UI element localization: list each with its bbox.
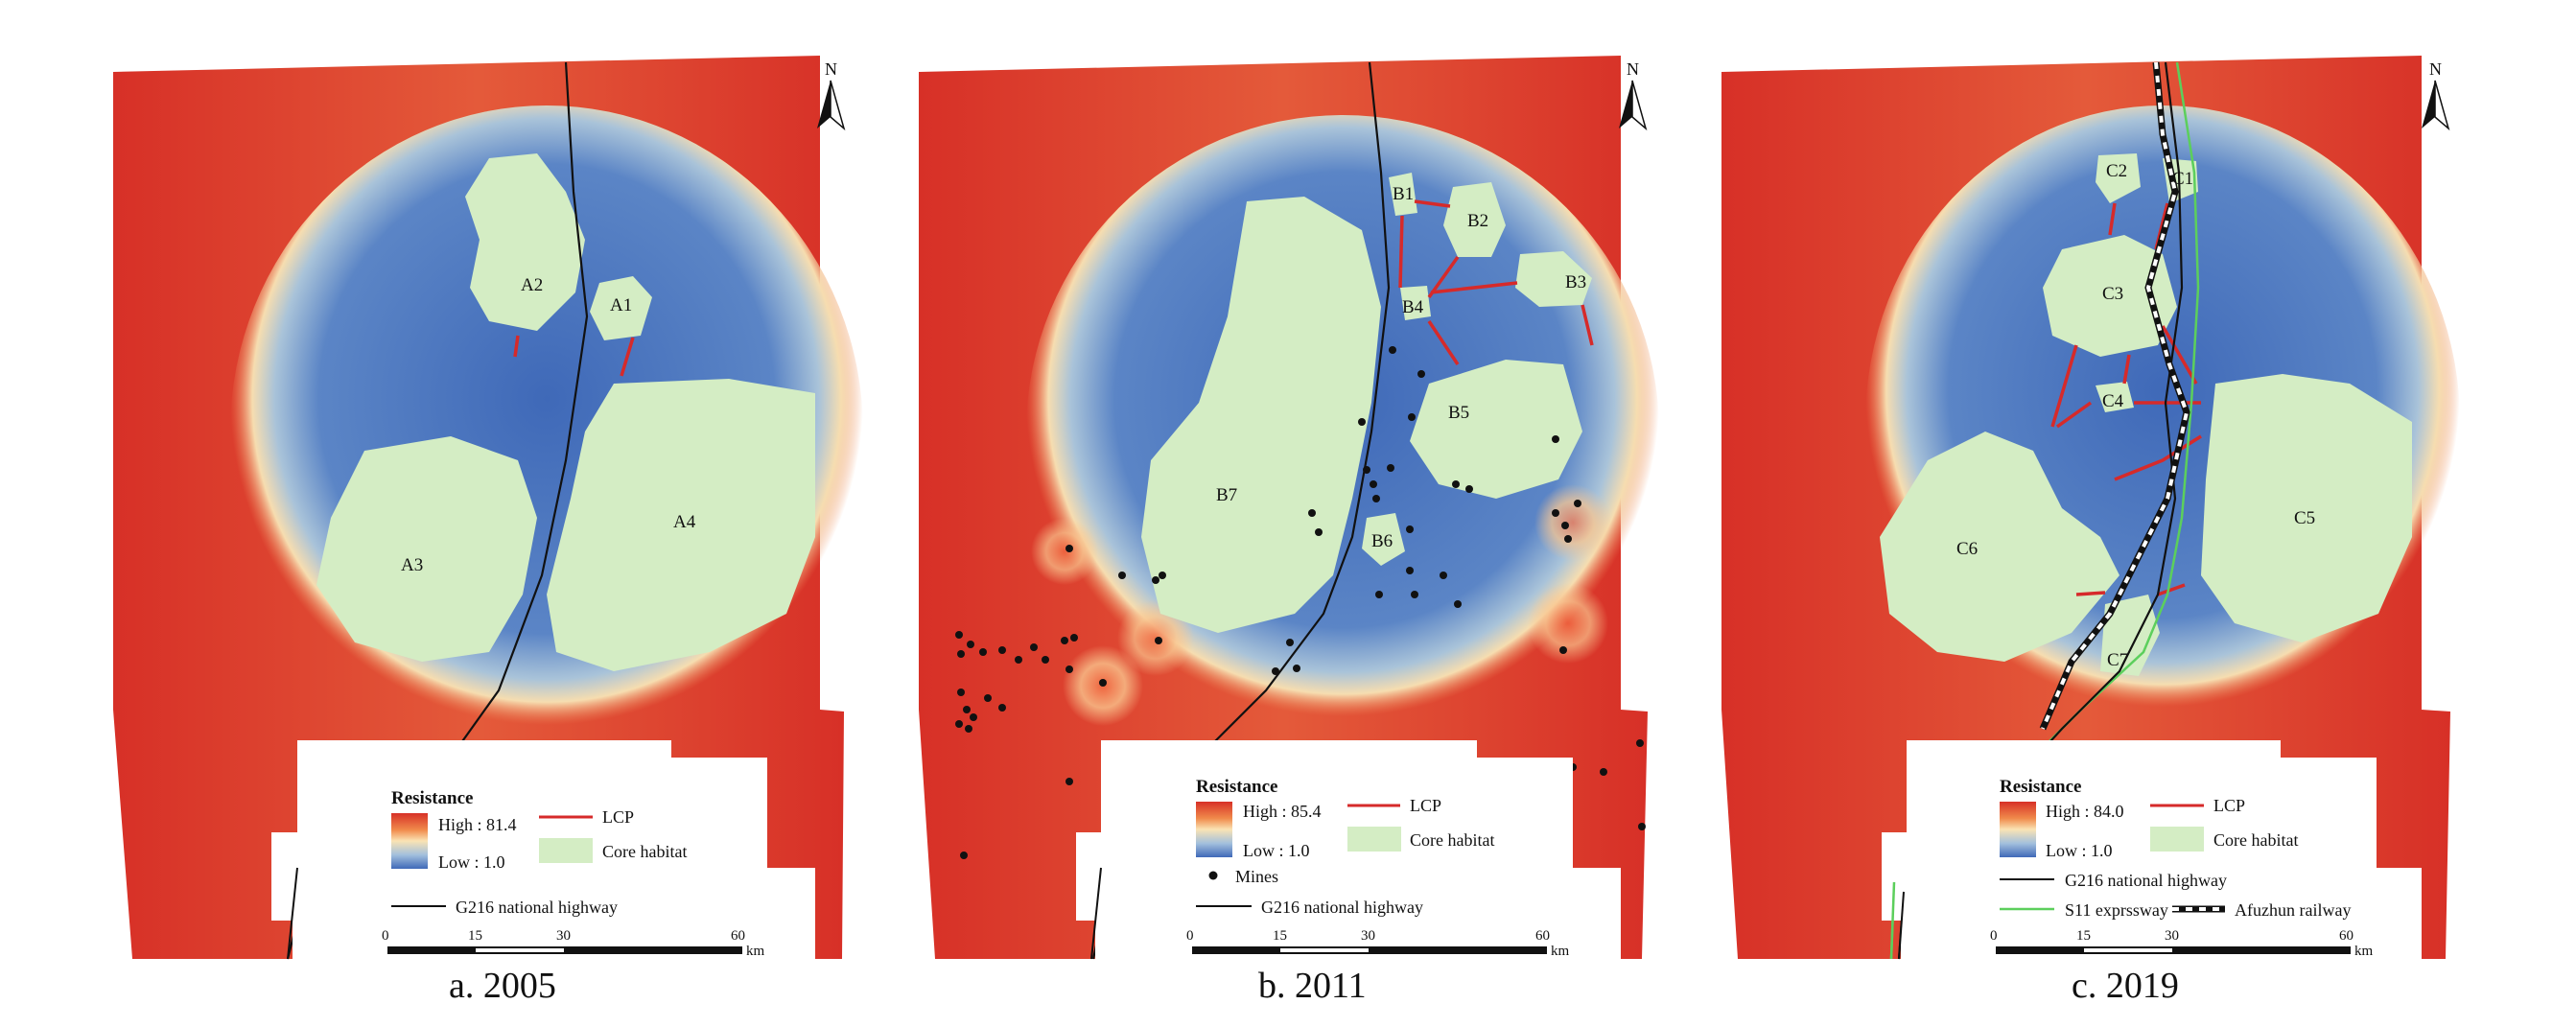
svg-text:km: km xyxy=(1551,944,1570,959)
svg-text:30: 30 xyxy=(2165,928,2179,944)
habitat-label-b1: B1 xyxy=(1393,184,1414,204)
habitat-label-b7: B7 xyxy=(1216,485,1237,505)
legend-expressway-c: S11 exprssway xyxy=(2065,900,2168,920)
svg-text:0: 0 xyxy=(1990,928,1998,944)
habitat-label-a4: A4 xyxy=(673,512,696,532)
legend-lcp-a: LCP xyxy=(602,807,634,827)
legend-core-swatch-b xyxy=(1347,827,1401,852)
core-habitat-c5 xyxy=(2201,374,2412,642)
habitat-label-b5: B5 xyxy=(1448,403,1469,423)
core-habitat-c4 xyxy=(2096,382,2134,412)
legend-title-b: Resistance xyxy=(1196,777,1277,797)
legend-mines-swatch-b xyxy=(1208,871,1218,880)
core-habitat-c6 xyxy=(1880,432,2119,662)
resistance-ramp-c xyxy=(2000,802,2036,857)
svg-text:15: 15 xyxy=(2076,928,2091,944)
legend-core-b: Core habitat xyxy=(1410,830,1494,850)
legend-mines-b: Mines xyxy=(1235,867,1278,886)
svg-text:N: N xyxy=(2429,59,2442,79)
svg-text:60: 60 xyxy=(2339,928,2354,944)
core-habitat-a3 xyxy=(316,436,537,662)
core-habitat-b7 xyxy=(1141,197,1381,633)
svg-text:0: 0 xyxy=(1186,928,1194,944)
legend-lcp-c: LCP xyxy=(2213,796,2245,815)
habitat-label-c1: C1 xyxy=(2172,169,2193,189)
resistance-ramp-a xyxy=(391,813,428,869)
legend-highway-b: G216 national highway xyxy=(1261,898,1423,917)
svg-text:N: N xyxy=(1627,59,1639,79)
legend-core-swatch-c xyxy=(2150,827,2204,852)
scale-bar-c: 0 15 30 60 km xyxy=(1990,928,2374,959)
resistance-ramp-b xyxy=(1196,802,1232,857)
scale-bar-b: 0 15 30 60 km xyxy=(1186,928,1570,959)
svg-text:15: 15 xyxy=(1273,928,1287,944)
habitat-label-a3: A3 xyxy=(401,555,423,575)
svg-text:15: 15 xyxy=(468,928,482,944)
legend-low-b: Low : 1.0 xyxy=(1243,841,1310,860)
svg-text:30: 30 xyxy=(1361,928,1375,944)
caption-a: a. 2005 xyxy=(449,966,556,1006)
legend-core-swatch-a xyxy=(539,838,593,863)
core-habitat-c7 xyxy=(2100,595,2160,676)
svg-text:0: 0 xyxy=(382,928,389,944)
core-habitat-a4 xyxy=(547,379,815,671)
svg-text:km: km xyxy=(2354,944,2374,959)
habitat-label-c2: C2 xyxy=(2106,161,2127,181)
core-habitat-b4 xyxy=(1400,286,1431,320)
core-habitat-c3 xyxy=(2043,235,2177,357)
scale-bar-a: 0 15 30 60 km xyxy=(382,928,765,959)
habitat-label-a2: A2 xyxy=(521,275,543,295)
legend-low-c: Low : 1.0 xyxy=(2046,841,2113,860)
legend-highway-c: G216 national highway xyxy=(2065,871,2227,890)
core-habitat-a2 xyxy=(465,153,585,331)
svg-text:km: km xyxy=(746,944,765,959)
habitat-label-b3: B3 xyxy=(1565,272,1586,292)
svg-text:N: N xyxy=(825,59,837,79)
core-habitat-b6 xyxy=(1362,513,1405,566)
core-habitat-b3 xyxy=(1515,251,1592,307)
legend-high-b: High : 85.4 xyxy=(1243,802,1322,821)
legend-low-a: Low : 1.0 xyxy=(438,852,505,872)
map-panel-c: C2 C1 C3 C4 C5 C6 C7 N Resistance High :… xyxy=(1721,56,2460,1006)
legend-high-c: High : 84.0 xyxy=(2046,802,2124,821)
core-habitat-a1 xyxy=(590,276,652,340)
habitat-label-b4: B4 xyxy=(1402,297,1424,317)
habitat-label-c3: C3 xyxy=(2102,284,2123,304)
habitat-label-c4: C4 xyxy=(2102,391,2124,411)
svg-text:60: 60 xyxy=(1535,928,1550,944)
core-habitat-b2 xyxy=(1443,182,1506,257)
habitat-label-c6: C6 xyxy=(1956,539,1978,559)
core-habitat-b5 xyxy=(1410,360,1582,499)
map-panel-a: A2 A1 A3 A4 N Resistance High : 81.4 Low… xyxy=(113,56,863,1006)
north-arrow-icon-b: N xyxy=(1619,59,1648,131)
habitat-label-a1: A1 xyxy=(610,295,632,315)
legend-railway-c: Afuzhun railway xyxy=(2235,900,2351,920)
legend-high-a: High : 81.4 xyxy=(438,815,517,834)
north-arrow-icon-c: N xyxy=(2422,59,2450,131)
legend-core-c: Core habitat xyxy=(2213,830,2298,850)
habitat-label-c5: C5 xyxy=(2294,508,2315,528)
mines-b xyxy=(955,346,1646,859)
core-habitat-b1 xyxy=(1389,173,1417,216)
svg-text:60: 60 xyxy=(731,928,745,944)
core-habitat-c2 xyxy=(2096,153,2141,203)
legend-title-c: Resistance xyxy=(2000,777,2081,797)
north-arrow-icon-a: N xyxy=(817,59,846,131)
habitat-label-b6: B6 xyxy=(1371,531,1393,551)
legend-core-a: Core habitat xyxy=(602,842,687,861)
habitat-label-b2: B2 xyxy=(1467,211,1488,231)
legend-highway-a: G216 national highway xyxy=(456,898,618,917)
railway-afuzhun-dash-c xyxy=(2041,61,2190,730)
caption-b: b. 2011 xyxy=(1258,966,1367,1006)
map-panel-b: B1 B2 B3 B4 B5 B6 B7 N Resistance High :… xyxy=(919,56,1659,1006)
lcp-corridors-b xyxy=(1398,199,1594,365)
legend-lcp-b: LCP xyxy=(1410,796,1441,815)
svg-text:30: 30 xyxy=(556,928,571,944)
legend-title-a: Resistance xyxy=(391,788,473,808)
caption-c: c. 2019 xyxy=(2072,966,2179,1006)
lcp-corridors-a xyxy=(513,335,635,377)
habitat-label-c7: C7 xyxy=(2107,650,2128,670)
